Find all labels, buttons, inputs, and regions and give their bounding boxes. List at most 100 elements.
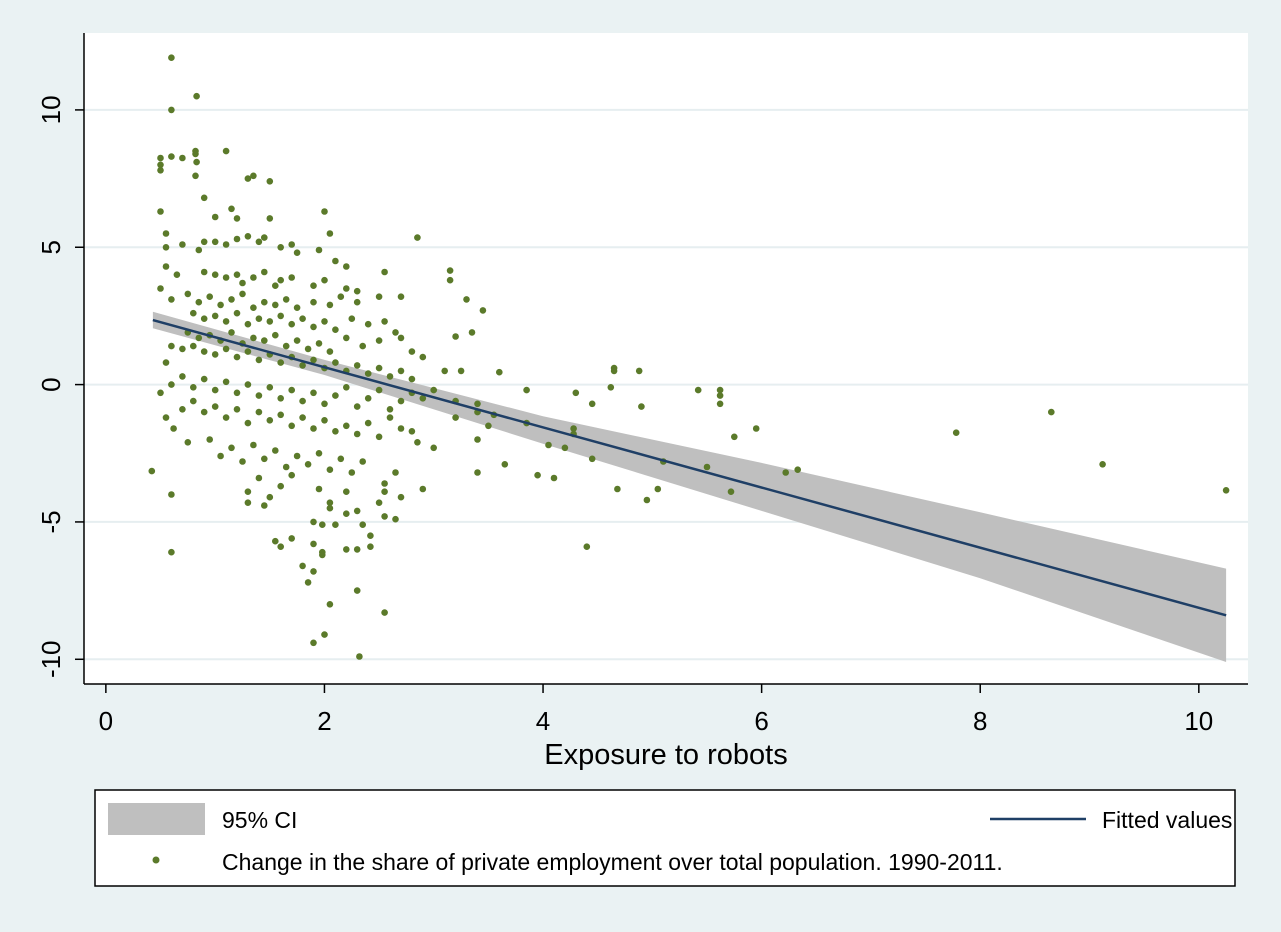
scatter-point (277, 411, 285, 419)
scatter-point (162, 230, 170, 237)
scatter-point (211, 386, 219, 394)
x-tick-label: 10 (1184, 706, 1213, 736)
scatter-point (195, 334, 203, 342)
scatter-point (319, 521, 326, 528)
scatter-point (255, 356, 263, 364)
scatter-point (211, 351, 219, 358)
scatter-point (261, 298, 268, 306)
scatter-point (386, 414, 394, 421)
scatter-point (337, 455, 345, 463)
scatter-point (157, 389, 164, 397)
scatter-point (233, 271, 241, 279)
scatter-point (1222, 487, 1230, 494)
scatter-point (157, 167, 164, 174)
scatter-point (192, 150, 199, 158)
scatter-point (381, 318, 388, 325)
legend-points-label: Change in the share of private employmen… (222, 849, 1003, 875)
scatter-point (277, 482, 285, 490)
scatter-point (239, 279, 246, 287)
scatter-point (299, 362, 306, 369)
scatter-point (217, 301, 224, 309)
scatter-point (430, 386, 438, 394)
scatter-point (190, 397, 197, 405)
y-tick-label: 0 (36, 377, 66, 391)
scatter-point (255, 392, 263, 399)
scatter-point (255, 238, 263, 246)
scatter-point (250, 172, 257, 180)
legend-fit-label: Fitted values (1102, 807, 1232, 833)
scatter-point (299, 397, 306, 405)
scatter-point (200, 375, 208, 383)
scatter-point (288, 386, 296, 394)
scatter-point (233, 309, 241, 317)
scatter-point (310, 518, 317, 526)
legend-ci-label: 95% CI (222, 807, 297, 833)
scatter-point (157, 154, 164, 162)
scatter-point (179, 406, 186, 413)
scatter-point (184, 439, 192, 446)
scatter-point (381, 488, 388, 496)
scatter-point (343, 384, 350, 391)
scatter-point (419, 395, 427, 402)
scatter-point (343, 488, 350, 496)
scatter-point (200, 194, 208, 202)
scatter-point (206, 436, 213, 443)
scatter-point (179, 154, 186, 162)
scatter-point (381, 609, 388, 616)
scatter-point (282, 296, 290, 303)
scatter-point (288, 320, 296, 328)
scatter-point (343, 546, 350, 553)
scatter-point (353, 587, 361, 594)
scatter-point (348, 469, 356, 476)
scatter-point (261, 455, 268, 463)
scatter-point (162, 359, 170, 366)
scatter-point (293, 304, 301, 312)
scatter-point (282, 342, 290, 350)
scatter-point (367, 543, 374, 550)
scatter-point (337, 293, 345, 301)
scatter-point (694, 386, 702, 394)
scatter-point (299, 562, 306, 570)
scatter-point (228, 205, 235, 213)
scatter-point (386, 406, 394, 413)
scatter-point (359, 521, 367, 528)
scatter-point (233, 215, 241, 222)
scatter-point (222, 147, 230, 155)
scatter-point (1048, 408, 1055, 416)
scatter-point (179, 345, 186, 353)
scatter-point (343, 263, 350, 270)
scatter-point (716, 400, 724, 408)
scatter-point (277, 395, 285, 402)
scatter-point (244, 381, 252, 388)
scatter-point (272, 331, 279, 339)
scatter-point (206, 293, 213, 301)
scatter-point (266, 178, 274, 185)
scatter-point (277, 276, 285, 284)
scatter-point (200, 348, 208, 355)
scatter-point (703, 463, 711, 471)
scatter-point (261, 337, 268, 344)
scatter-point (233, 406, 241, 413)
scatter-point (321, 276, 328, 284)
scatter-point (228, 444, 235, 452)
scatter-point (610, 367, 618, 375)
scatter-point (381, 513, 388, 520)
scatter-point (353, 287, 361, 295)
legend: 95% CI Fitted values Change in the share… (94, 789, 1236, 887)
scatter-point (310, 323, 317, 331)
scatter-point (299, 414, 306, 421)
scatter-points (148, 54, 1230, 660)
scatter-point (397, 293, 405, 301)
scatter-point (315, 340, 323, 347)
scatter-point (233, 353, 241, 361)
y-tick-label: 5 (36, 240, 66, 254)
scatter-point (321, 417, 328, 424)
x-tick-label: 8 (973, 706, 987, 736)
y-tick-label: 10 (36, 95, 66, 124)
x-tick-label: 6 (754, 706, 768, 736)
scatter-point (501, 461, 509, 468)
scatter-point (321, 208, 328, 215)
scatter-point (277, 543, 285, 550)
scatter-point (310, 425, 317, 432)
scatter-point (408, 428, 416, 435)
